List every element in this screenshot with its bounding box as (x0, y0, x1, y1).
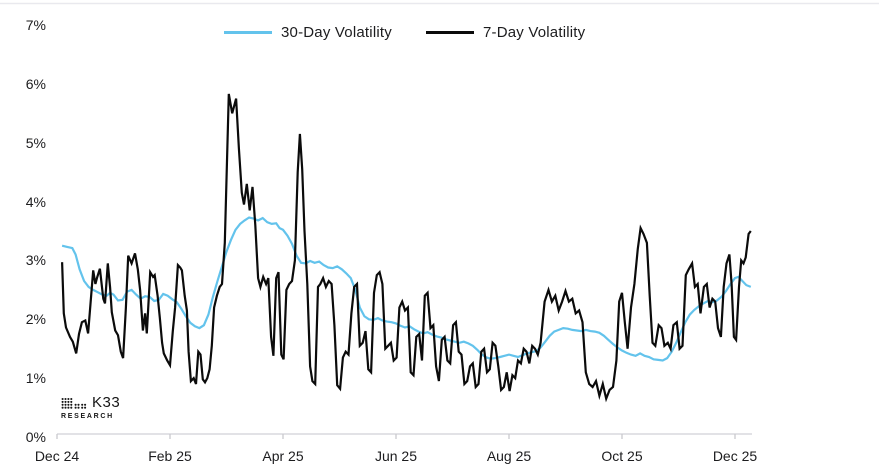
x-tick-label: Dec 25 (712, 448, 758, 464)
y-tick-label: 3% (25, 252, 46, 269)
series-line-30-day-volatility (61, 216, 752, 362)
legend-item-30-day: 30-Day Volatility (224, 24, 392, 41)
y-tick-label: 5% (25, 134, 46, 151)
x-axis-ticks (56, 434, 736, 439)
y-tick-label: 0% (25, 429, 46, 445)
x-tick-label: Apr 25 (262, 448, 304, 464)
logo-text: K33 (92, 394, 121, 411)
legend-swatch-7-day-icon (425, 31, 474, 34)
legend-label-30-day: 30-Day Volatility (281, 24, 392, 41)
x-tick-label: Aug 25 (486, 448, 532, 464)
x-tick-label: Oct 25 (601, 448, 643, 464)
y-tick-label: 7% (25, 17, 46, 33)
y-tick-label: 1% (25, 370, 46, 387)
x-tick-label: Jun 25 (374, 448, 418, 464)
y-tick-label: 2% (25, 311, 46, 328)
y-tick-label: 4% (25, 193, 46, 210)
series-line-7-day-volatility (61, 93, 752, 403)
k33-dots-icon (61, 397, 87, 409)
x-tick-label: Feb 25 (148, 448, 192, 464)
k33-research-logo: K33 RESEARCH (61, 395, 120, 420)
chart-legend: 30-Day Volatility 7-Day Volatility (224, 24, 585, 41)
legend-swatch-30-day-icon (224, 31, 272, 34)
x-tick-label: Dec 24 (34, 448, 80, 464)
y-tick-label: 6% (25, 75, 46, 92)
legend-label-7-day: 7-Day Volatility (482, 24, 586, 41)
logo-subtext: RESEARCH (61, 413, 114, 420)
legend-item-7-day: 7-Day Volatility (425, 24, 586, 41)
